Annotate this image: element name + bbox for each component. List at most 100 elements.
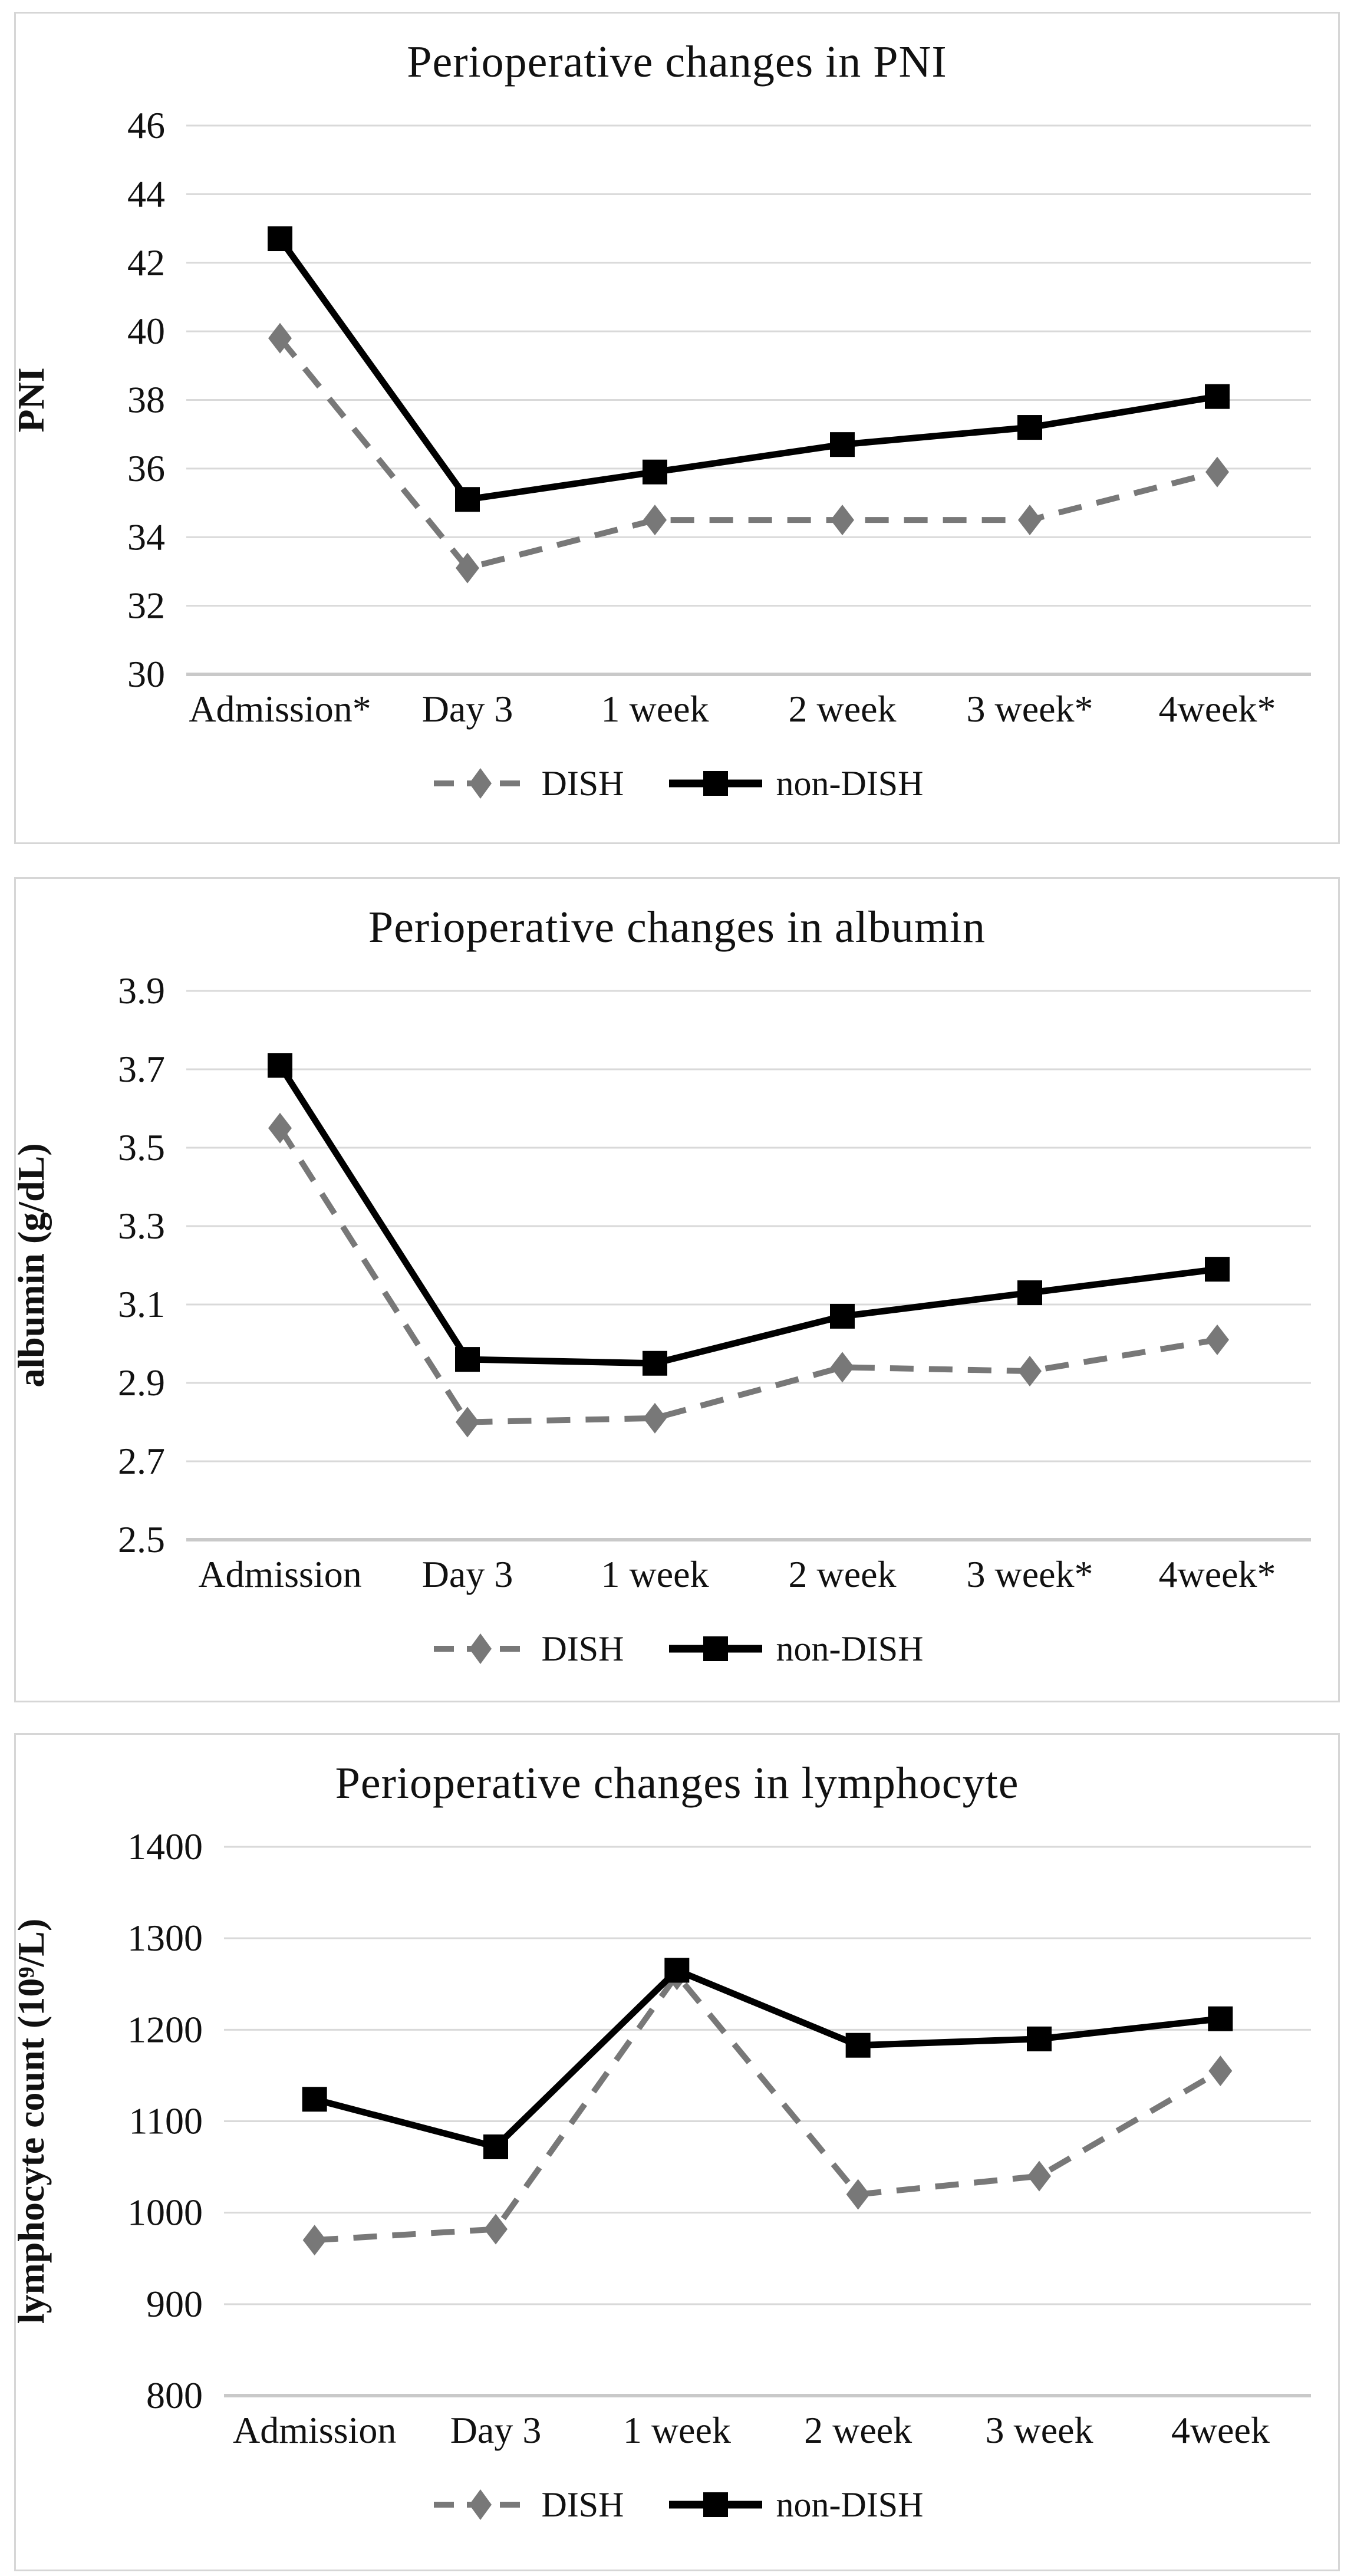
pni-chart-canvas: 30 32 34 36 38 40 42 44 46 Admission* Day 3 1 week 2…: [17, 104, 1311, 730]
marker-diamond: [302, 2225, 327, 2256]
y-tick-label: 3.5: [118, 1126, 165, 1168]
legend-label-non-dish: non-DISH: [776, 1629, 924, 1668]
y-tick-label: 30: [127, 653, 165, 695]
chart-panel-albumin: Perioperative changes in albumin 2.5 2.7 2…: [14, 877, 1340, 1702]
x-category-label: Day 3: [450, 2409, 541, 2451]
legend-item-dish: DISH: [430, 2486, 624, 2524]
x-category-label: 3 week: [985, 2409, 1093, 2451]
marker-square: [1026, 2026, 1052, 2051]
y-tick-label: 1200: [127, 2008, 203, 2050]
marker-diamond: [643, 1402, 667, 1434]
lymphocyte-chart-canvas: 800 900 1000 1100 1200 1300 1400 Admission Day 3…: [17, 1826, 1311, 2451]
marker-square: [454, 1347, 480, 1372]
dish-legend-marker-icon: [434, 1633, 528, 1664]
marker-square: [267, 226, 292, 252]
non-dish-legend-marker-icon: [668, 771, 762, 796]
x-category-label: Day 3: [421, 1553, 513, 1595]
marker-square: [664, 1958, 689, 1983]
marker-square: [302, 2087, 327, 2112]
x-category-label: Day 3: [421, 688, 513, 730]
marker-diamond: [1208, 2055, 1232, 2087]
legend-label-dish: DISH: [541, 2485, 624, 2524]
y-tick-label: 46: [127, 104, 165, 146]
marker-diamond: [483, 2213, 508, 2245]
non-dish-legend-marker-icon: [668, 2492, 762, 2517]
marker-diamond: [1205, 456, 1229, 487]
x-category-label: 3 week*: [966, 688, 1093, 730]
marker-diamond: [1017, 1356, 1042, 1387]
y-tick-label: 40: [127, 310, 165, 352]
y-tick-label: 1000: [127, 2192, 203, 2234]
y-tick-label: 42: [127, 242, 165, 284]
x-category-label: 1 week: [622, 2409, 730, 2451]
marker-diamond: [1017, 505, 1042, 536]
legend-item-non-dish: non-DISH: [666, 2486, 924, 2524]
x-category-label: 4week*: [1158, 688, 1276, 730]
marker-diamond: [846, 2179, 870, 2210]
marker-square: [1204, 1257, 1230, 1282]
series-line-DISH: [277, 1126, 1218, 1425]
x-category-label: 1 week: [601, 688, 709, 730]
marker-diamond: [643, 505, 667, 536]
x-category-label: Admission: [198, 1553, 361, 1595]
series-line-non-DISH: [277, 236, 1218, 503]
y-tick-label: 2.7: [118, 1440, 165, 1482]
y-axis-title: albumin (g/dL): [17, 1143, 52, 1387]
x-category-label: 3 week*: [966, 1553, 1093, 1595]
y-tick-label: 44: [127, 173, 165, 215]
y-tick-label: 2.5: [118, 1518, 165, 1560]
y-tick-label: 3.7: [118, 1048, 165, 1090]
marker-diamond: [268, 322, 292, 354]
x-category-label: 2 week: [804, 2409, 912, 2451]
x-category-label: 4week*: [1158, 1553, 1276, 1595]
legend-item-dish: DISH: [430, 1630, 624, 1668]
x-category-label: Admission: [232, 2409, 396, 2451]
y-tick-label: 36: [127, 447, 165, 489]
y-tick-label: 900: [146, 2283, 203, 2325]
marker-square: [845, 2033, 871, 2058]
chart-panel-pni: Perioperative changes in PNI 30 32 34 36 38 4…: [14, 12, 1340, 844]
dish-legend-marker-icon: [434, 2489, 528, 2520]
chart-legend: DISH non-DISH: [16, 765, 1338, 802]
dish-legend-marker-icon: [434, 768, 528, 799]
marker-square: [1017, 415, 1042, 440]
marker-square: [1017, 1280, 1042, 1306]
marker-square: [483, 2134, 508, 2159]
chart-title: Perioperative changes in albumin: [368, 902, 986, 952]
legend-label-non-dish: non-DISH: [776, 764, 924, 803]
marker-square: [829, 1303, 855, 1329]
x-category-label: 4week: [1171, 2409, 1269, 2451]
marker-diamond: [1205, 1324, 1229, 1355]
legend-item-non-dish: non-DISH: [666, 765, 924, 802]
marker-square: [454, 487, 480, 512]
y-tick-label: 3.3: [118, 1205, 165, 1247]
y-tick-label: 1100: [129, 2100, 203, 2142]
x-category-label: Admission*: [189, 688, 371, 730]
chart-panel-lymphocyte: Perioperative changes in lymphocyte 800 9…: [14, 1733, 1340, 2571]
legend-label-dish: DISH: [541, 764, 624, 803]
y-tick-label: 3.9: [118, 970, 165, 1012]
marker-square: [1207, 2006, 1233, 2031]
series-line-DISH: [277, 336, 1218, 572]
legend-item-non-dish: non-DISH: [666, 1630, 924, 1668]
y-tick-label: 1400: [127, 1826, 203, 1867]
y-tick-label: 2.9: [118, 1362, 165, 1404]
x-category-label: 2 week: [788, 688, 896, 730]
y-tick-label: 34: [127, 516, 165, 558]
marker-diamond: [830, 505, 854, 536]
series-line-non-DISH: [276, 1063, 1218, 1367]
marker-square: [642, 459, 667, 485]
series-line-non-DISH: [313, 1966, 1221, 2151]
y-tick-label: 3.1: [118, 1283, 165, 1325]
x-category-label: 2 week: [788, 1553, 896, 1595]
marker-diamond: [455, 1406, 479, 1438]
marker-square: [642, 1350, 667, 1376]
marker-square: [1204, 384, 1230, 409]
y-tick-label: 38: [127, 379, 165, 421]
series-line-DISH: [314, 1970, 1222, 2244]
marker-diamond: [268, 1112, 292, 1144]
chart-legend: DISH non-DISH: [16, 2486, 1338, 2524]
y-tick-label: 32: [127, 585, 165, 627]
marker-diamond: [830, 1352, 854, 1383]
y-tick-label: 1300: [127, 1917, 203, 1959]
